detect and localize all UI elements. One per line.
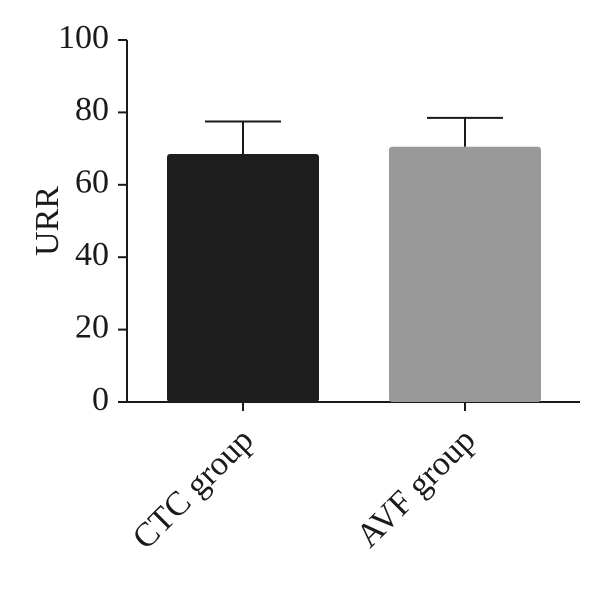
y-tick-label: 80 <box>75 91 109 128</box>
y-tick-label: 60 <box>75 164 109 201</box>
x-tick-label: CTC group <box>126 421 261 556</box>
y-tick-label: 100 <box>58 19 109 56</box>
x-tick-label: AVF group <box>349 421 482 554</box>
bar <box>167 154 319 402</box>
y-tick-label: 0 <box>92 381 109 418</box>
y-tick-label: 20 <box>75 308 109 345</box>
y-axis-label: URR <box>29 186 66 256</box>
y-tick-label: 40 <box>75 236 109 273</box>
bar <box>389 146 541 402</box>
